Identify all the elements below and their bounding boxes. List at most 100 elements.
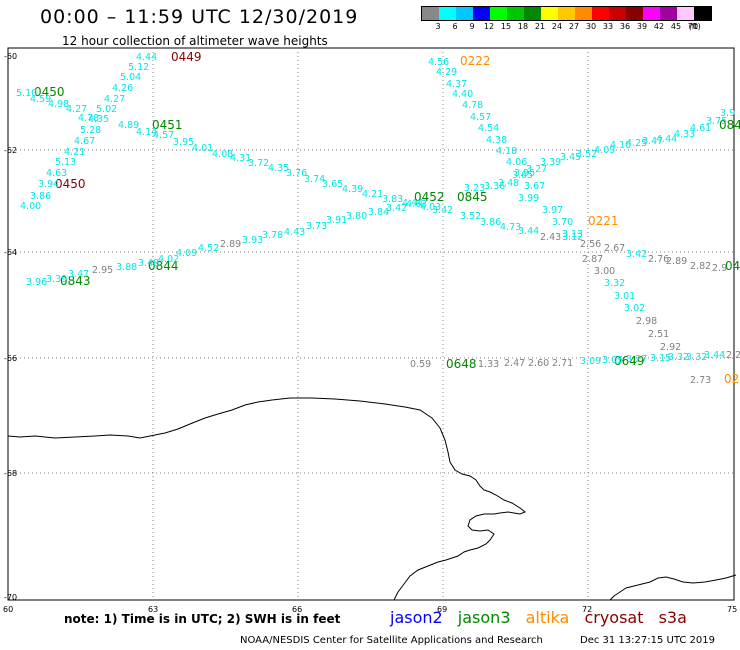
color-scale-bar [421, 6, 712, 21]
swh-value: 2.71 [552, 358, 573, 369]
time-label: 0221 [588, 214, 619, 228]
swh-value: 3.32 [604, 278, 625, 289]
time-label: 0450 [34, 85, 65, 99]
color-scale-label: (ft) [688, 22, 701, 31]
swh-value: 4.63 [46, 168, 67, 179]
swh-value: 4.21 [362, 189, 383, 200]
swh-value: 3.94 [38, 179, 59, 190]
lat-labels: -60 -62 -64 -66 -68 -70 [4, 52, 17, 602]
swh-value: 4.21 [64, 147, 85, 158]
time-label: 0452 [414, 190, 445, 204]
color-swatch [558, 7, 575, 20]
swh-value: 4.35 [88, 114, 109, 125]
swh-value: 3.13 [562, 229, 583, 240]
swh-value: 3.32 [686, 352, 707, 363]
time-label: 04 [725, 259, 740, 273]
color-scale-label: 70 [687, 22, 699, 31]
swh-value: 4.00 [20, 201, 41, 212]
color-swatch [507, 7, 524, 20]
swh-value: 3.97 [542, 205, 563, 216]
swh-value: 3.91 [326, 215, 347, 226]
swh-value: 4.61 [690, 123, 711, 134]
swh-value: 3.67 [524, 181, 545, 192]
swh-value: 4.33 [674, 129, 695, 140]
grid-lines [8, 48, 734, 600]
swh-value: 3.80 [346, 211, 367, 222]
swh-value: 2.82 [690, 261, 711, 272]
swh-value: 2.92 [660, 342, 681, 353]
swh-value: 3.88 [116, 262, 137, 273]
color-swatch [592, 7, 609, 20]
swh-value: 3.52 [576, 149, 597, 160]
time-label: 0648 [446, 357, 477, 371]
swh-value: 3.95 [514, 168, 535, 179]
swh-value: 3.86 [480, 217, 501, 228]
swh-value: 4.40 [452, 89, 473, 100]
swh-value: 2.2 [726, 350, 740, 361]
swh-value: 3.72 [248, 158, 269, 169]
swh-value: 3.86 [30, 191, 51, 202]
color-scale-label: 27 [568, 22, 580, 31]
swh-value: 4.39 [342, 184, 363, 195]
swh-value: 3.96 [26, 277, 47, 288]
time-label: 0844 [148, 259, 179, 273]
credit-line: NOAA/NESDIS Center for Satellite Applica… [240, 635, 543, 646]
swh-value: 4.67 [74, 136, 95, 147]
swh-value: 3.48 [138, 258, 159, 269]
color-scale-label: 45 [670, 22, 682, 31]
swh-value: 4.44 [136, 52, 157, 63]
swh-value: 5.04 [120, 72, 141, 83]
swh-value: 3.36 [484, 181, 505, 192]
time-label: 0845 [457, 190, 488, 204]
lon-label: 60 [3, 605, 13, 614]
swh-value: 2.76 [648, 254, 669, 265]
color-swatch [490, 7, 507, 20]
swh-value: 4.18 [496, 146, 517, 157]
swh-value: 4.44 [656, 134, 677, 145]
swh-value: 3.74 [304, 174, 325, 185]
swh-value: 2.98 [636, 316, 657, 327]
swh-value: 4.26 [112, 83, 133, 94]
swh-value: 4.29 [436, 67, 457, 78]
coastline [7, 397, 737, 601]
lon-labels: 60 63 66 69 72 75 [3, 605, 737, 614]
swh-value: 2.56 [580, 239, 601, 250]
swh-value: 3.99 [518, 193, 539, 204]
swh-value: 4.54 [478, 123, 499, 134]
swh-value: 3.23 [464, 183, 485, 194]
color-scale-label: 30 [585, 22, 597, 31]
swh-value: 4.78 [462, 100, 483, 111]
swh-value: 5.10 [16, 88, 37, 99]
lat-label: -64 [4, 248, 17, 257]
swh-value: 4.14 [136, 127, 157, 138]
color-swatch [626, 7, 643, 20]
lon-label: 69 [437, 605, 447, 614]
time-label: 0451 [152, 118, 183, 132]
swh-value: 3.42 [432, 205, 453, 216]
color-swatch [677, 7, 694, 20]
color-scale-label: 3 [435, 22, 441, 31]
swh-value: 3.27 [526, 164, 547, 175]
lon-label: 66 [292, 605, 302, 614]
swh-value: 3.47 [642, 136, 663, 147]
swh-value: 3.70 [552, 217, 573, 228]
swh-value: 5.13 [55, 157, 76, 168]
legend-jason3: jason3 [457, 608, 511, 627]
color-swatch [473, 7, 490, 20]
swh-value: 2.47 [504, 358, 525, 369]
legend-altika: altika [525, 608, 570, 627]
swh-value: 4.73 [500, 222, 521, 233]
color-scale-label: 21 [534, 22, 546, 31]
swh-value: 2.87 [582, 254, 603, 265]
swh-value: 3.95 [173, 137, 194, 148]
lon-label: 72 [582, 605, 592, 614]
swh-value: 4.63 [406, 199, 427, 210]
color-scale-label: 42 [653, 22, 665, 31]
swh-value: 3.05 [602, 355, 623, 366]
swh-value: 4.25 [626, 138, 647, 149]
time-label: 0843 [60, 274, 91, 288]
color-swatch [643, 7, 660, 20]
swh-value: 3.93 [242, 235, 263, 246]
color-swatch [609, 7, 626, 20]
swh-value: 2.67 [604, 243, 625, 254]
